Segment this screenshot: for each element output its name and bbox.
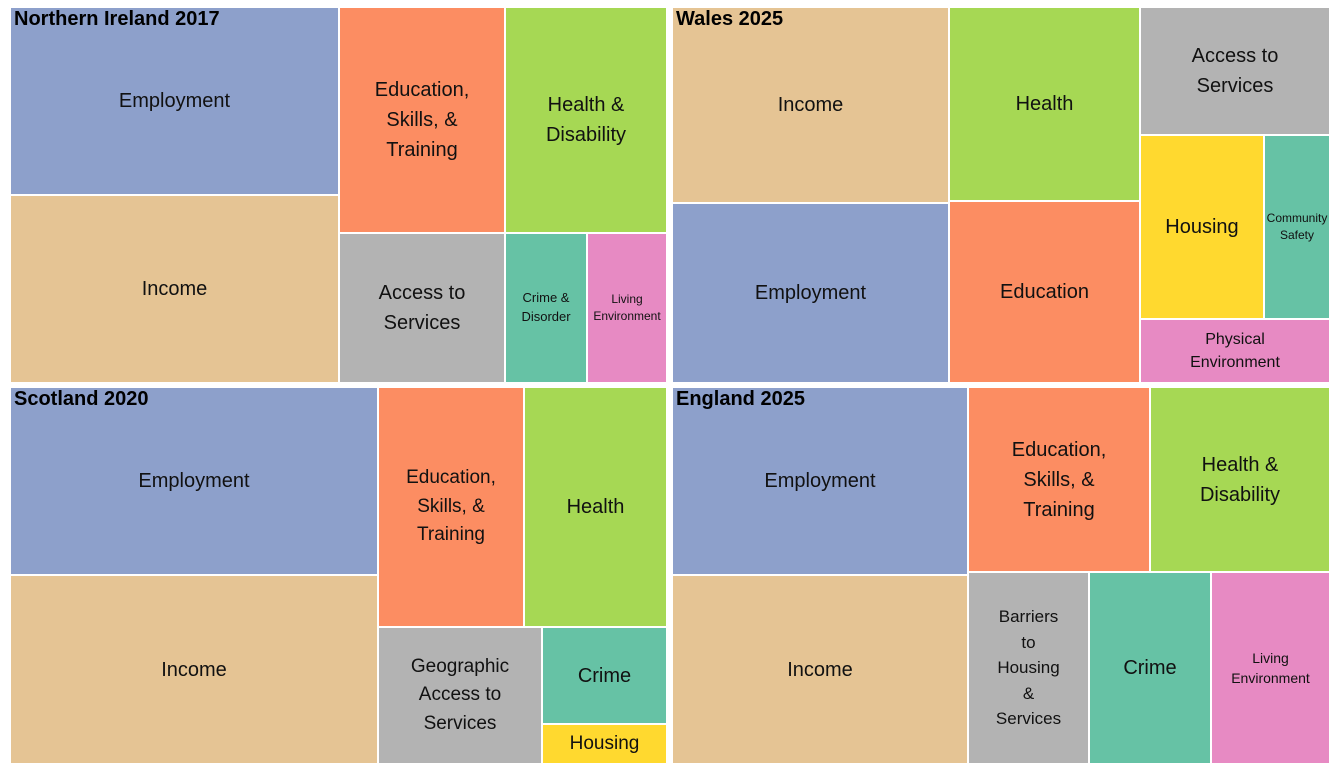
panel-northern-ireland-2017: Northern Ireland 2017 Employment Income Ed… bbox=[10, 7, 667, 383]
treemap-tile-crime: Crime bbox=[1089, 572, 1211, 764]
panel-title: Wales 2025 bbox=[676, 8, 784, 30]
treemap-tile-employment: Employment bbox=[672, 387, 968, 575]
treemap-tile-health-disability: Health & Disability bbox=[1150, 387, 1330, 572]
tile-label: Barriers to Housing & Services bbox=[995, 607, 1062, 729]
tile-label: Employment bbox=[118, 90, 231, 112]
tile-label: Crime bbox=[577, 664, 632, 687]
treemap-tile-education-skills-training: Education, Skills, & Training bbox=[339, 7, 505, 233]
tile-label: Health & Disability bbox=[1199, 453, 1281, 506]
tile-label: Health bbox=[566, 496, 625, 518]
panel-title: Scotland 2020 bbox=[14, 388, 149, 410]
tile-label: Crime & Disorder bbox=[521, 290, 571, 324]
treemap-tile-employment: Employment bbox=[10, 7, 339, 195]
panel-wales-2025: Wales 2025 Income Employment Health Educati… bbox=[672, 7, 1330, 383]
tile-label: Community Safety bbox=[1266, 210, 1328, 242]
panel-england-2025: England 2025 Employment Income Education, … bbox=[672, 387, 1330, 764]
treemap-tile-crime: Crime bbox=[542, 627, 667, 724]
tile-label: Income bbox=[161, 658, 227, 681]
treemap-tile-physical-environment: Physical Environment bbox=[1140, 319, 1330, 383]
treemap-tile-income: Income bbox=[10, 195, 339, 383]
panel-title: Northern Ireland 2017 bbox=[14, 8, 220, 30]
tile-label: Employment bbox=[138, 470, 250, 492]
treemap-tile-access-to-services: Access to Services bbox=[1140, 7, 1330, 135]
tile-label: Living Environment bbox=[593, 291, 661, 323]
tile-label: Housing bbox=[1165, 216, 1239, 238]
tile-label: Health & Disability bbox=[545, 94, 627, 146]
treemap-tile-living-environment: Living Environment bbox=[587, 233, 667, 383]
treemap-tile-education-skills-training: Education, Skills, & Training bbox=[968, 387, 1150, 572]
treemap-tile-education-skills-training: Education, Skills, & Training bbox=[378, 387, 524, 627]
tile-label: Education bbox=[1000, 281, 1089, 303]
treemap-tile-housing: Housing bbox=[1140, 135, 1264, 319]
treemap-tile-health: Health bbox=[949, 7, 1140, 201]
treemap-tile-barriers-to-housing-services: Barriers to Housing & Services bbox=[968, 572, 1089, 764]
tile-label: Access to Services bbox=[1191, 45, 1279, 97]
tile-label: Employment bbox=[754, 282, 867, 304]
treemap-tile-access-to-services: Access to Services bbox=[339, 233, 505, 383]
treemap-tile-income: Income bbox=[10, 575, 378, 764]
treemap-tile-community-safety: Community Safety bbox=[1264, 135, 1330, 319]
tile-label: Physical Environment bbox=[1190, 330, 1280, 371]
tile-label: Housing bbox=[569, 732, 640, 754]
tile-label: Access to Services bbox=[378, 282, 466, 334]
treemap-tile-income: Income bbox=[672, 575, 968, 764]
treemap-tile-health-disability: Health & Disability bbox=[505, 7, 667, 233]
tile-label: Education, Skills, & Training bbox=[374, 79, 470, 161]
treemap-tile-employment: Employment bbox=[10, 387, 378, 575]
tile-label: Geographic Access to Services bbox=[410, 655, 510, 734]
tile-label: Education, Skills, & Training bbox=[406, 467, 496, 546]
treemap-tile-education: Education bbox=[949, 201, 1140, 383]
tile-label: Income bbox=[787, 658, 853, 681]
tile-label: Income bbox=[141, 278, 208, 300]
tile-label: Income bbox=[777, 94, 844, 116]
tile-label: Health bbox=[1015, 93, 1074, 115]
treemap-tile-housing: Housing bbox=[542, 724, 667, 764]
panel-title: England 2025 bbox=[676, 388, 805, 410]
tile-label: Crime bbox=[1123, 657, 1177, 679]
tile-label: Education, Skills, & Training bbox=[1011, 438, 1107, 521]
treemap-tile-geographic-access-to-services: Geographic Access to Services bbox=[378, 627, 542, 764]
tile-label: Employment bbox=[764, 470, 876, 492]
treemap-tile-health: Health bbox=[524, 387, 667, 627]
treemap-tile-employment: Employment bbox=[672, 203, 949, 383]
treemap-tile-living-environment: Living Environment bbox=[1211, 572, 1330, 764]
treemap-tile-income: Income bbox=[672, 7, 949, 203]
treemap-tile-crime-disorder: Crime & Disorder bbox=[505, 233, 587, 383]
panel-scotland-2020: Scotland 2020 Employment Income Education,… bbox=[10, 387, 667, 764]
tile-label: Living Environment bbox=[1231, 649, 1310, 686]
